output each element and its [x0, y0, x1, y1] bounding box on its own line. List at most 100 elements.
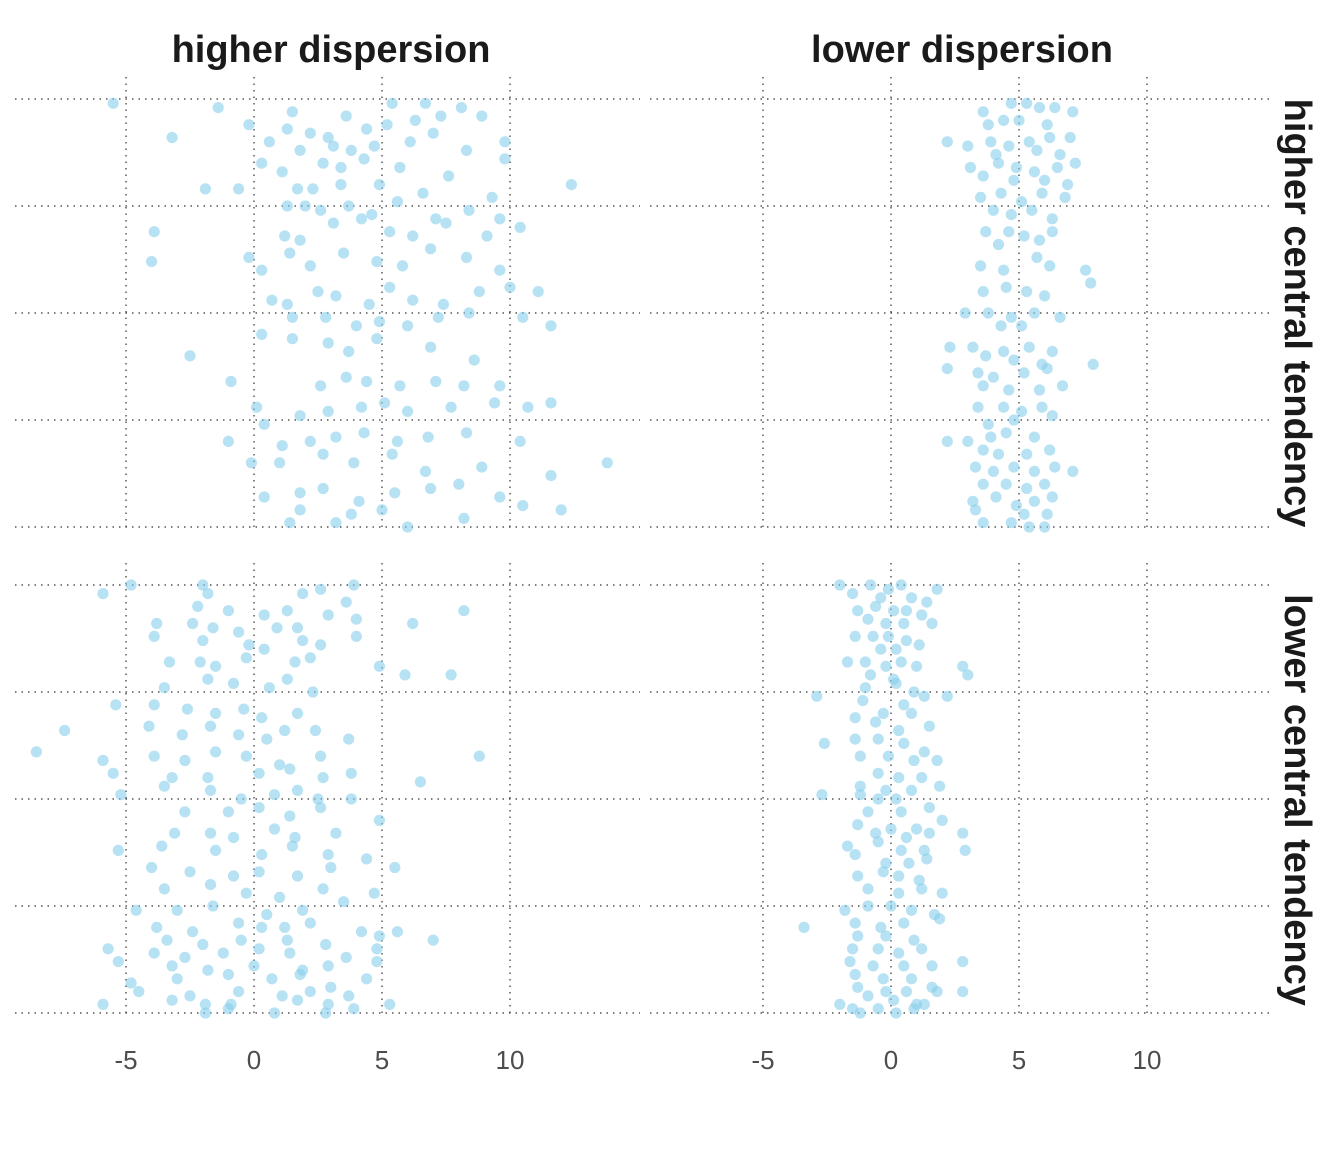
data-point [859, 682, 872, 694]
data-point [473, 286, 485, 298]
data-point [166, 960, 178, 972]
data-point [1013, 114, 1025, 126]
data-point [1010, 500, 1023, 512]
data-point [281, 605, 293, 617]
data-point [1008, 354, 1020, 366]
data-point [923, 720, 936, 732]
data-point [317, 772, 329, 784]
data-point [307, 183, 319, 195]
data-point [240, 652, 252, 664]
data-point [355, 213, 368, 225]
data-point [1051, 161, 1063, 174]
data-point [243, 639, 255, 651]
data-point [320, 311, 332, 323]
data-point [97, 998, 109, 1011]
data-point [463, 307, 475, 319]
data-point [340, 596, 352, 608]
data-point [1023, 136, 1035, 148]
data-point [1008, 414, 1020, 426]
data-point [995, 320, 1007, 332]
data-point [908, 754, 920, 767]
data-point [841, 656, 854, 668]
data-point [222, 806, 234, 818]
data-point [957, 827, 969, 839]
data-point [368, 887, 380, 899]
data-point [217, 947, 229, 959]
data-point [514, 435, 526, 447]
data-point [517, 311, 529, 323]
data-point [289, 656, 301, 668]
data-point [545, 320, 557, 332]
data-point [358, 427, 370, 439]
data-point [987, 204, 1000, 216]
data-point [872, 767, 884, 779]
data-point [394, 380, 406, 392]
data-point [345, 144, 357, 156]
data-point [284, 763, 296, 775]
data-point [481, 230, 493, 242]
data-point [849, 917, 861, 929]
data-point [407, 617, 419, 630]
data-point [312, 793, 324, 805]
data-point [888, 994, 900, 1006]
data-point [931, 754, 943, 767]
data-point [1005, 209, 1017, 221]
data-point [158, 780, 170, 792]
data-point [281, 123, 293, 135]
data-point [322, 960, 334, 972]
data-point [210, 660, 222, 672]
data-point [862, 990, 874, 1002]
data-point [893, 887, 905, 899]
data-point [967, 341, 979, 353]
data-point [256, 712, 268, 724]
data-point [240, 750, 252, 762]
data-point [355, 926, 368, 938]
data-point [1039, 521, 1051, 533]
data-point [895, 579, 907, 591]
data-point [204, 879, 217, 891]
data-point [192, 600, 204, 613]
data-point [102, 943, 114, 955]
data-point [882, 630, 895, 643]
data-point [921, 853, 933, 865]
data-point [870, 827, 882, 839]
data-point [872, 793, 884, 805]
data-point [409, 114, 421, 126]
data-point [371, 943, 383, 955]
data-point [1064, 131, 1076, 144]
data-point [286, 333, 298, 345]
data-point [936, 887, 948, 899]
data-point [499, 136, 511, 148]
data-point [1028, 431, 1040, 443]
data-point [975, 260, 987, 272]
data-point [864, 669, 877, 681]
data-point [199, 998, 211, 1011]
row-title-lower-central-tendency: lower central tendency [1276, 594, 1318, 1006]
x-tick-label: -5 [751, 1045, 774, 1075]
data-point [317, 883, 329, 895]
panels-layer [15, 77, 1270, 1019]
data-point [379, 397, 391, 409]
data-point [1000, 478, 1012, 490]
data-point [895, 656, 907, 668]
data-point [445, 669, 457, 681]
data-point [348, 579, 360, 591]
data-point [857, 695, 869, 707]
data-point [458, 512, 470, 525]
data-point [522, 401, 534, 413]
data-point [1054, 149, 1066, 161]
x-tick-label: -5 [114, 1045, 137, 1075]
data-point [898, 737, 910, 750]
data-point [1039, 174, 1051, 186]
data-point [463, 204, 475, 216]
data-point [343, 733, 355, 745]
data-point [233, 626, 245, 638]
data-point [895, 844, 907, 857]
data-point [371, 333, 383, 345]
data-point [386, 97, 398, 109]
data-point [256, 264, 268, 276]
data-point [371, 256, 383, 268]
data-point [368, 140, 380, 152]
